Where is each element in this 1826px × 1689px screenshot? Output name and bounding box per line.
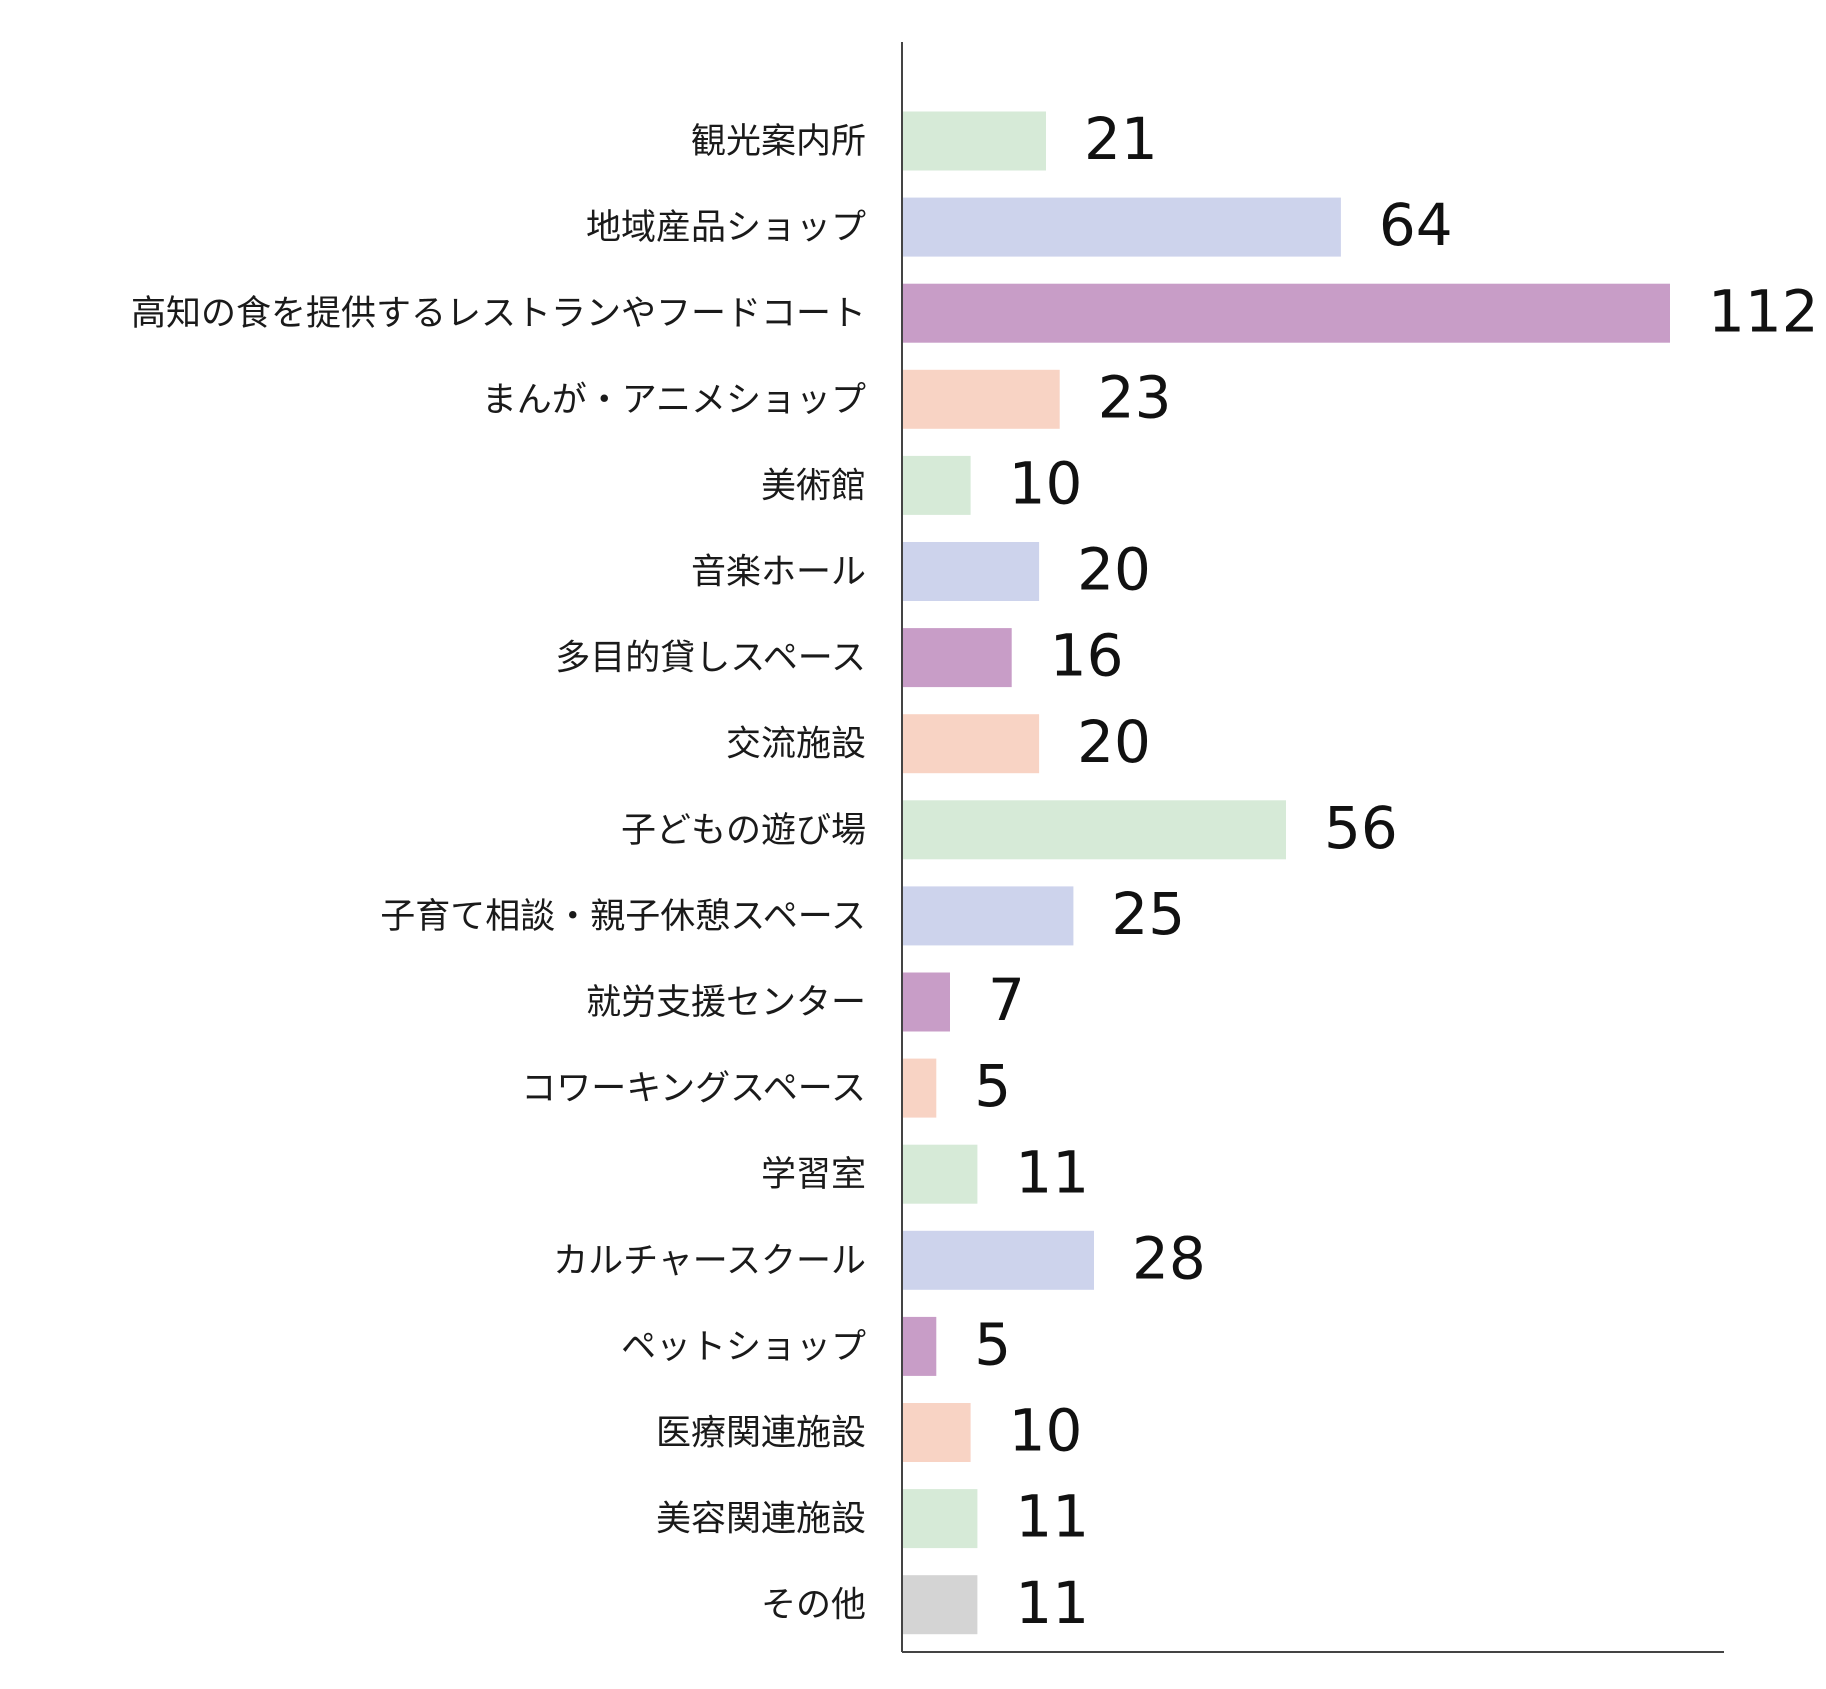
value-label-4: 10 bbox=[1009, 450, 1083, 518]
value-label-13: 28 bbox=[1132, 1224, 1206, 1292]
value-label-14: 5 bbox=[974, 1311, 1011, 1379]
bar-7 bbox=[902, 714, 1040, 774]
category-label-16: 美容関連施設 bbox=[656, 1500, 866, 1540]
bar-9 bbox=[902, 886, 1074, 946]
category-label-17: その他 bbox=[761, 1586, 866, 1626]
bar-1 bbox=[902, 197, 1341, 257]
bar-2 bbox=[902, 283, 1670, 343]
bar-4 bbox=[902, 455, 971, 515]
value-label-7: 20 bbox=[1077, 708, 1151, 776]
category-label-1: 地域産品ショップ bbox=[586, 208, 866, 248]
category-label-11: コワーキングスペース bbox=[521, 1069, 866, 1109]
value-label-0: 21 bbox=[1084, 105, 1158, 173]
value-label-9: 25 bbox=[1111, 880, 1185, 948]
bar-14 bbox=[902, 1316, 937, 1376]
bar-10 bbox=[902, 972, 950, 1032]
value-label-3: 23 bbox=[1098, 363, 1172, 431]
value-label-12: 11 bbox=[1015, 1138, 1089, 1206]
value-label-2: 112 bbox=[1708, 277, 1819, 345]
value-label-1: 64 bbox=[1379, 191, 1453, 259]
category-labels: 観光案内所地域産品ショップ高知の食を提供するレストランやフードコートまんが・アニ… bbox=[131, 122, 866, 1626]
category-label-4: 美術館 bbox=[761, 466, 866, 506]
bar-6 bbox=[902, 628, 1012, 688]
value-label-8: 56 bbox=[1324, 794, 1398, 862]
bar-17 bbox=[902, 1575, 978, 1635]
category-label-3: まんが・アニメショップ bbox=[482, 380, 866, 420]
category-label-5: 音楽ホール bbox=[691, 553, 866, 593]
bar-0 bbox=[902, 111, 1046, 171]
bar-16 bbox=[902, 1489, 978, 1549]
category-label-9: 子育て相談・親子休憩スペース bbox=[380, 897, 866, 937]
value-label-6: 16 bbox=[1050, 622, 1124, 690]
value-label-5: 20 bbox=[1077, 536, 1151, 604]
bar-12 bbox=[902, 1144, 978, 1204]
value-label-11: 5 bbox=[974, 1052, 1011, 1120]
category-label-10: 就労支援センター bbox=[586, 983, 866, 1023]
bar-13 bbox=[902, 1230, 1094, 1290]
category-label-12: 学習室 bbox=[761, 1155, 866, 1195]
value-label-16: 11 bbox=[1015, 1483, 1089, 1551]
category-label-15: 医療関連施設 bbox=[656, 1414, 866, 1454]
category-label-14: ペットショップ bbox=[621, 1327, 866, 1367]
category-label-13: カルチャースクール bbox=[553, 1241, 866, 1281]
category-label-2: 高知の食を提供するレストランやフードコート bbox=[131, 294, 866, 334]
bar-3 bbox=[902, 369, 1060, 429]
value-label-10: 7 bbox=[988, 966, 1025, 1034]
bar-5 bbox=[902, 542, 1040, 601]
value-label-15: 10 bbox=[1009, 1397, 1083, 1465]
bar-8 bbox=[902, 800, 1286, 860]
category-label-0: 観光案内所 bbox=[691, 122, 866, 162]
bars-group bbox=[902, 111, 1670, 1635]
value-label-17: 11 bbox=[1015, 1569, 1089, 1637]
bar-11 bbox=[902, 1058, 937, 1118]
category-label-7: 交流施設 bbox=[726, 725, 866, 765]
bar-15 bbox=[902, 1403, 971, 1462]
category-label-6: 多目的貸しスペース bbox=[555, 639, 866, 679]
category-label-8: 子どもの遊び場 bbox=[621, 811, 866, 851]
